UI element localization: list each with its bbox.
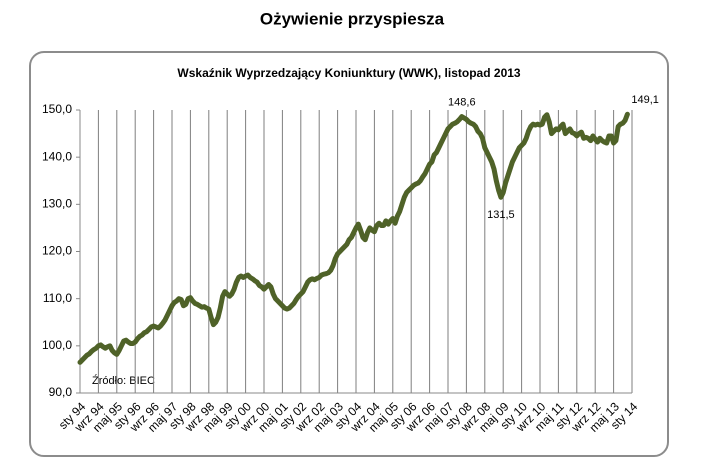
y-tick-label: 120,0: [42, 244, 72, 258]
y-tick-label: 90,0: [49, 385, 73, 399]
data-label: 149,1: [631, 94, 659, 106]
y-tick-label: 130,0: [42, 197, 72, 211]
data-label: 148,6: [448, 97, 476, 109]
chart-title: Wskaźnik Wyprzedzający Koniunktury (WWK)…: [177, 66, 521, 80]
y-tick-label: 140,0: [42, 149, 72, 163]
series-line: [77, 111, 630, 365]
chart-frame: [29, 51, 669, 457]
y-tick-label: 100,0: [42, 338, 72, 352]
y-tick-label: 150,0: [42, 102, 72, 116]
page-title: Ożywienie przyspiesza: [260, 9, 445, 28]
y-tick-label: 110,0: [43, 291, 72, 305]
source-note: Źródło: BIEC: [92, 374, 155, 387]
data-label: 131,5: [487, 209, 515, 221]
